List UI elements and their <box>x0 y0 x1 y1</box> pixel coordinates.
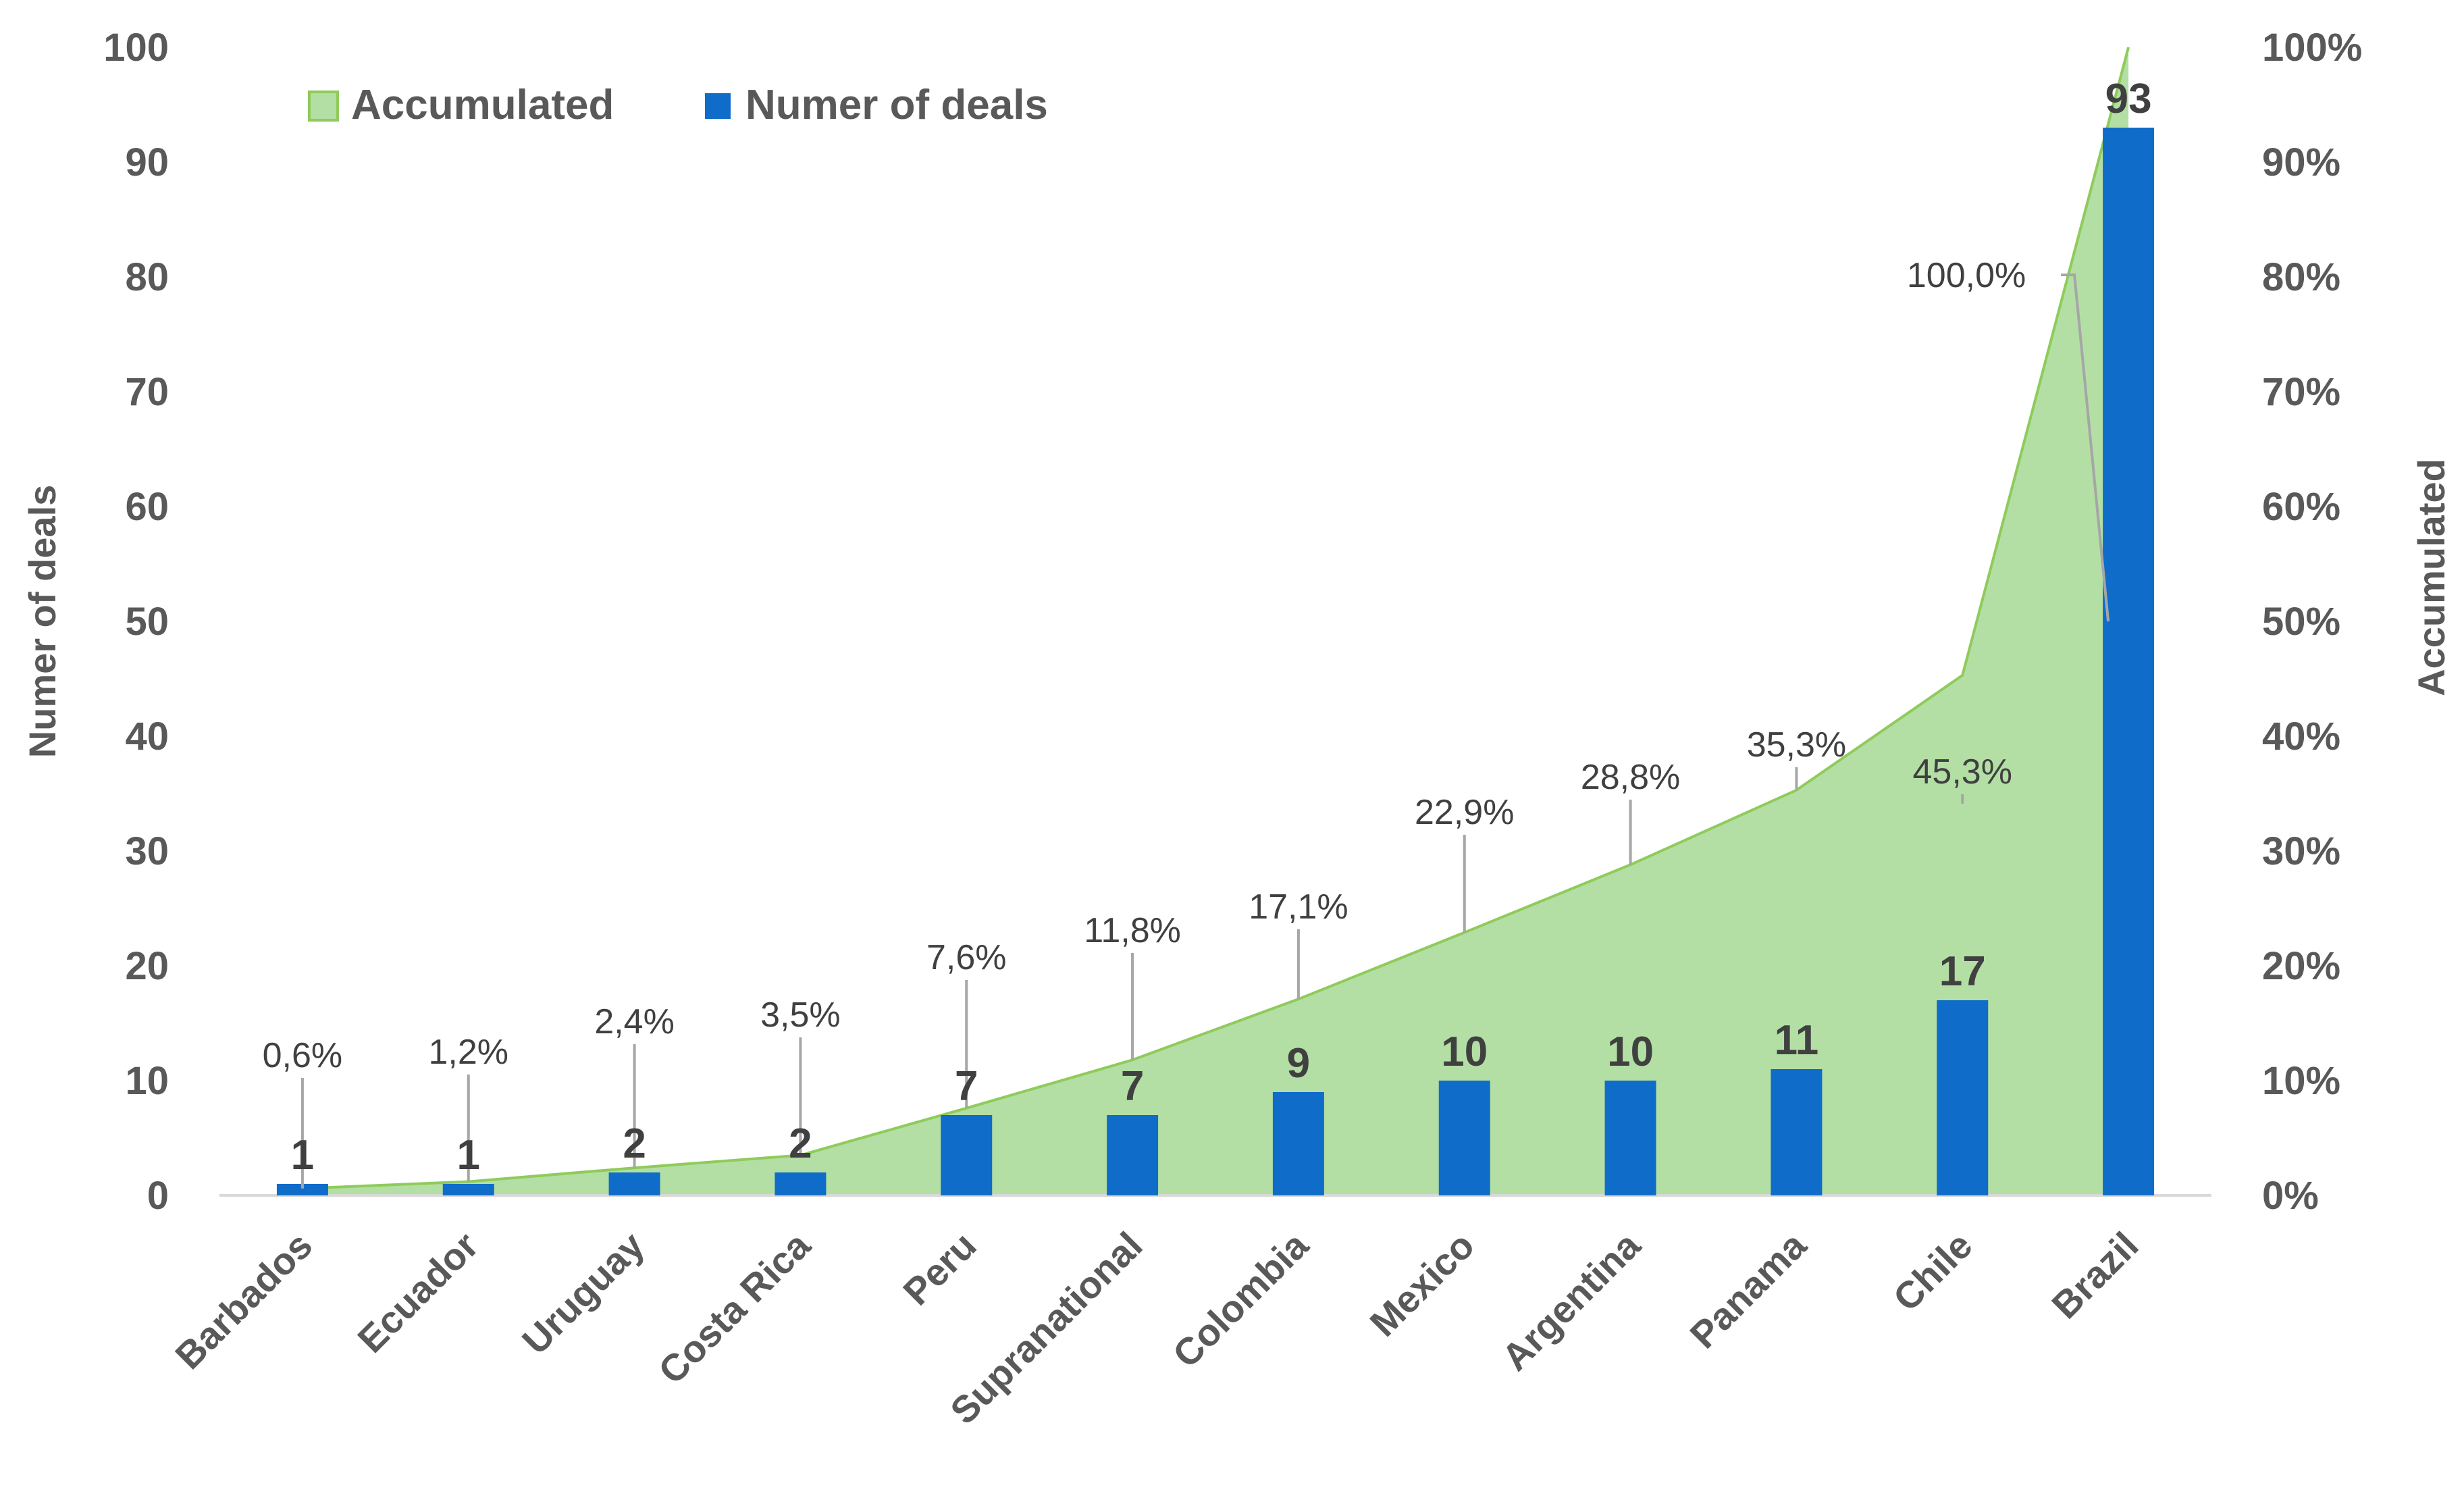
y-right-axis-title: Accumulated <box>2410 459 2453 696</box>
bar-value-label: 2 <box>623 1120 646 1167</box>
x-tick-label: Barbados <box>167 1224 320 1377</box>
legend-swatch-accumulated <box>308 90 339 122</box>
y-left-tick-label: 80 <box>125 255 169 299</box>
accumulated-value-label: 22,9% <box>1415 793 1514 832</box>
y-right-tick-label: 60% <box>2262 485 2340 529</box>
bar-argentina <box>1604 1081 1656 1195</box>
x-tick-label: Panama <box>1681 1223 1814 1356</box>
x-tick-label: Chile <box>1885 1224 1980 1319</box>
y-right-tick-label: 70% <box>2262 370 2340 414</box>
accumulated-value-label: 11,8% <box>1084 911 1181 950</box>
legend-label-deals: Numer of deals <box>745 82 1048 128</box>
x-tick-label: Brazil <box>2043 1224 2146 1326</box>
leader-line <box>2061 274 2110 622</box>
x-tick-label: Colombia <box>1164 1223 1317 1376</box>
bar-value-label: 93 <box>2105 76 2152 122</box>
bar-chile <box>1937 1000 1989 1195</box>
y-right-tick-label: 80% <box>2262 255 2340 299</box>
y-left-axis-title: Numer of deals <box>21 485 63 758</box>
y-right-tick-label: 10% <box>2262 1059 2340 1103</box>
accumulated-area-layer <box>302 47 2130 1195</box>
bar-value-label: 11 <box>1775 1017 1819 1064</box>
accumulated-value-label: 1,2% <box>428 1033 508 1072</box>
bar-ecuador <box>442 1184 494 1195</box>
y-right-tick-label: 20% <box>2262 944 2340 988</box>
y-right-tick-label: 50% <box>2262 600 2340 644</box>
accumulated-value-label: 100,0% <box>1907 256 2026 295</box>
bar-supranational <box>1107 1115 1159 1195</box>
accumulated-area <box>302 47 2129 1195</box>
accumulated-value-label: 2,4% <box>594 1002 675 1041</box>
bar-peru <box>941 1115 993 1195</box>
accumulated-value-label: 0,6% <box>263 1036 343 1075</box>
bar-mexico <box>1438 1081 1490 1195</box>
bar-colombia <box>1272 1092 1324 1195</box>
x-tick-label: Mexico <box>1361 1224 1482 1345</box>
bar-panama <box>1771 1069 1823 1195</box>
x-tick-label: Argentina <box>1494 1223 1649 1378</box>
y-left-tick-label: 90 <box>125 140 169 184</box>
y-left-tick-label: 10 <box>125 1059 169 1103</box>
leader-lines-layer <box>300 274 2110 1189</box>
bar-value-label: 1 <box>291 1132 314 1179</box>
bar-value-label: 10 <box>1441 1029 1488 1075</box>
y-left-tick-label: 40 <box>125 715 169 758</box>
y-left-tick-label: 20 <box>125 944 169 988</box>
x-tick-label: Ecuador <box>349 1224 486 1361</box>
y-right-tick-label: 0% <box>2262 1174 2319 1218</box>
x-tick-label: Peru <box>895 1224 985 1314</box>
bar-value-label: 17 <box>1939 948 1986 995</box>
y-left-tick-label: 60 <box>125 485 169 529</box>
y-right-tick-label: 100% <box>2262 26 2362 70</box>
accumulated-value-label: 7,6% <box>926 938 1007 977</box>
legend-label-accumulated: Accumulated <box>351 82 614 128</box>
bar-value-label: 10 <box>1607 1029 1654 1075</box>
accumulated-value-label: 28,8% <box>1581 758 1680 797</box>
accumulated-value-label: 3,5% <box>760 995 841 1035</box>
bar-value-label: 9 <box>1287 1040 1310 1087</box>
y-left-tick-label: 70 <box>125 370 169 414</box>
bar-value-label: 7 <box>1121 1063 1144 1110</box>
y-right-tick-label: 30% <box>2262 829 2340 873</box>
x-tick-label: Uruguay <box>514 1224 652 1362</box>
legend-swatch-deals <box>705 93 731 119</box>
legend: Accumulated Numer of deals <box>308 82 1048 128</box>
y-left-tick-label: 30 <box>125 829 169 873</box>
bar-uruguay <box>608 1172 660 1195</box>
accumulated-value-label: 45,3% <box>1913 752 2012 792</box>
bars-layer <box>276 128 2155 1195</box>
y-right-tick-label: 90% <box>2262 140 2340 184</box>
bar-value-label: 2 <box>789 1120 812 1167</box>
y-right-tick-label: 40% <box>2262 715 2340 758</box>
bar-barbados <box>276 1184 328 1195</box>
bar-value-label: 1 <box>457 1132 480 1179</box>
bar-value-label: 7 <box>955 1063 978 1110</box>
x-tick-label: Costa Rica <box>650 1223 819 1392</box>
accumulated-line <box>302 47 2130 1190</box>
accumulated-value-label: 17,1% <box>1249 887 1348 927</box>
y-left-tick-label: 0 <box>147 1174 169 1218</box>
bar-brazil <box>2103 128 2155 1195</box>
bar-costa-rica <box>775 1172 827 1195</box>
y-left-tick-label: 100 <box>103 26 169 70</box>
accumulated-value-label: 35,3% <box>1747 725 1846 765</box>
y-left-tick-label: 50 <box>125 600 169 644</box>
